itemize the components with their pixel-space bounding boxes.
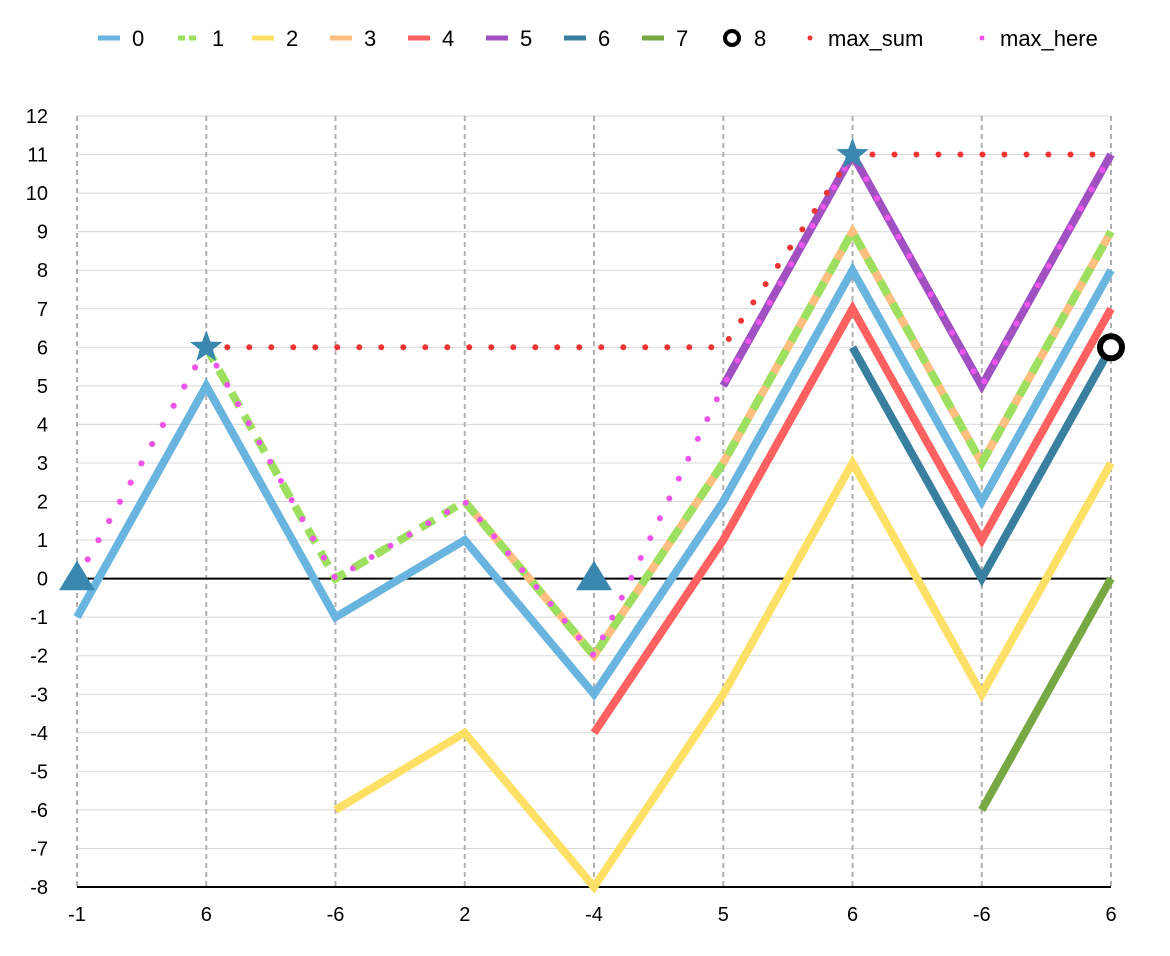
y-tick-label: -1 <box>30 607 48 629</box>
x-tick-label: -6 <box>327 904 345 926</box>
y-tick-label: -2 <box>30 646 48 668</box>
star-marker <box>836 137 869 169</box>
y-tick-label: 2 <box>37 492 48 514</box>
legend-label: max_here <box>1000 26 1098 51</box>
series-8-point <box>1097 333 1125 362</box>
legend: 0 1 2 3 4 5 6 7 8 max_sum max_here <box>98 26 1098 51</box>
y-tick-label: 0 <box>37 569 48 591</box>
x-tick-label: 2 <box>459 904 470 926</box>
legend-item: 4 <box>408 26 454 51</box>
markers <box>59 137 869 591</box>
x-tick-label: 6 <box>847 904 858 926</box>
y-tick-label: 1 <box>37 530 48 552</box>
series-max-here-line <box>74 148 1114 662</box>
x-tick-label: -4 <box>585 904 603 926</box>
series-max-sum-line <box>74 151 1114 582</box>
series-5-line <box>719 146 1115 395</box>
legend-label: 4 <box>442 26 454 51</box>
legend-label: 3 <box>364 26 376 51</box>
y-tick-label: -3 <box>30 684 48 706</box>
legend-label: 2 <box>286 26 298 51</box>
series-lines <box>73 146 1125 894</box>
triangle-marker <box>59 560 95 591</box>
x-tick-label: 5 <box>718 904 729 926</box>
series-7-line <box>978 576 1115 812</box>
legend-item: 0 <box>98 26 144 51</box>
y-tick-label: 12 <box>26 106 48 128</box>
x-tick-label: -1 <box>68 904 86 926</box>
y-tick-label: 10 <box>26 183 48 205</box>
legend-item: 6 <box>564 26 610 51</box>
x-tick-label: 6 <box>201 904 212 926</box>
legend-swatch <box>979 35 985 41</box>
x-tick-label: -6 <box>973 904 991 926</box>
series-4-line <box>590 300 1115 736</box>
legend-swatch <box>723 29 741 47</box>
legend-label: 5 <box>520 26 532 51</box>
x-axis: -1 6 -6 2 -4 5 6 -6 6 <box>68 904 1116 926</box>
series-1-line <box>202 223 1115 663</box>
y-tick-label: 11 <box>27 145 48 167</box>
y-tick-label: 6 <box>37 337 48 359</box>
legend-item: 1 <box>178 26 224 51</box>
legend-item: 3 <box>330 26 376 51</box>
legend-item: max_here <box>979 26 1098 51</box>
y-tick-label: 7 <box>37 299 48 321</box>
y-tick-label: 4 <box>37 414 48 436</box>
legend-label: 1 <box>212 26 224 51</box>
y-tick-label: -6 <box>30 800 48 822</box>
legend-swatch <box>807 35 813 41</box>
y-tick-label: -5 <box>30 761 48 783</box>
y-tick-label: 9 <box>37 222 48 244</box>
series-6-line <box>849 345 1115 587</box>
y-tick-label: 3 <box>37 453 48 475</box>
legend-label: 6 <box>598 26 610 51</box>
y-tick-label: -7 <box>30 838 48 860</box>
legend-label: 7 <box>676 26 688 51</box>
triangle-marker <box>576 560 612 591</box>
star-marker <box>190 330 223 362</box>
legend-item: max_sum <box>807 26 923 51</box>
y-tick-label: -4 <box>30 723 48 745</box>
legend-label: 0 <box>132 26 144 51</box>
legend-label: max_sum <box>828 26 923 51</box>
y-tick-label: 8 <box>37 260 48 282</box>
series-0-line <box>73 261 1115 701</box>
series-2-line <box>333 454 1115 894</box>
y-tick-label: 5 <box>37 376 48 398</box>
x-tick-label: 6 <box>1105 904 1116 926</box>
legend-item: 8 <box>723 26 766 51</box>
legend-label: 8 <box>754 26 766 51</box>
legend-item: 5 <box>486 26 532 51</box>
legend-item: 2 <box>252 26 298 51</box>
legend-item: 7 <box>642 26 688 51</box>
y-tick-label: -8 <box>30 877 48 899</box>
